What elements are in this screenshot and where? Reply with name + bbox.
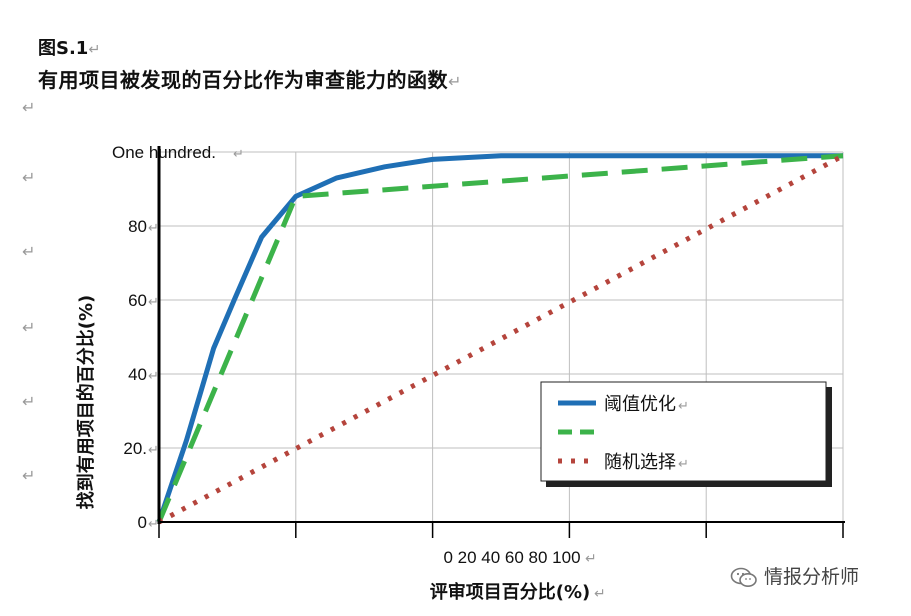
return-mark: ↵ [594,586,606,602]
y-tick-label: 20. [123,439,147,458]
figure-title: 有用项目被发现的百分比作为审查能力的函数↵ [38,68,462,92]
y-tick-label: 40 [128,365,147,384]
series-line-1 [156,153,843,523]
paragraph-mark: ↵ [22,168,36,187]
paragraph-mark: ↵ [22,392,36,411]
wechat-icon [730,567,757,587]
legend-label: 随机选择 [604,452,676,473]
return-mark: ↵ [585,551,597,567]
return-mark: ↵ [678,399,689,414]
return-mark: ↵ [678,457,689,472]
legend-label: 阈值优化 [604,394,676,415]
return-mark: ↵ [148,443,159,458]
legend-items: 阈值优化 ↵随机选择 ↵ [558,394,689,473]
paragraph-mark: ↵ [22,242,36,261]
watermark: 情报分析师 [730,562,859,589]
paragraph-mark: ↵ [22,466,36,485]
y-tick-label: 0 [138,513,147,532]
return-mark: ↵ [148,517,159,532]
y-axis-label: 找到有用项目的百分比(%) [75,295,97,510]
x-axis-label: 评审项目百分比(%) [430,581,591,603]
y-tick-label: 80 [128,217,147,236]
paragraph-mark: ↵ [22,318,36,337]
return-mark: ↵ [148,295,159,310]
figure-label: 图S.1↵ [38,38,101,59]
return-mark: ↵ [148,369,159,384]
y-tick-labels: 0 ↵20. ↵40 ↵60 ↵80 ↵One hundred. ↵ [112,143,244,532]
y-tick-label: 60 [128,291,147,310]
y-tick-label: One hundred. [112,143,216,162]
series-lines [156,153,845,525]
paragraph-mark: ↵ [22,98,36,117]
axes [157,146,845,538]
watermark-text: 情报分析师 [764,566,860,588]
return-mark: ↵ [148,221,159,236]
x-tick-labels: 0 20 40 60 80 100 [443,548,580,567]
legend: 阈值优化 ↵随机选择 ↵ [540,381,832,487]
return-mark: ↵ [233,147,244,162]
